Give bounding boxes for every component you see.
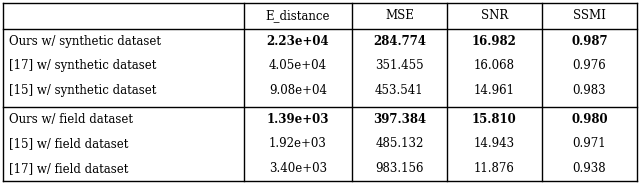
- Text: 16.982: 16.982: [472, 35, 517, 48]
- Text: 3.40e+03: 3.40e+03: [269, 162, 327, 175]
- Text: 0.976: 0.976: [573, 59, 606, 72]
- Text: 1.39e+03: 1.39e+03: [266, 113, 329, 126]
- Text: 0.971: 0.971: [573, 137, 606, 150]
- Text: [17] w/ synthetic dataset: [17] w/ synthetic dataset: [9, 59, 156, 72]
- Text: 14.961: 14.961: [474, 84, 515, 97]
- Text: [15] w/ field dataset: [15] w/ field dataset: [9, 137, 129, 150]
- Text: 397.384: 397.384: [373, 113, 426, 126]
- Text: 16.068: 16.068: [474, 59, 515, 72]
- Text: 453.541: 453.541: [375, 84, 424, 97]
- Text: SNR: SNR: [481, 9, 508, 22]
- Text: [15] w/ synthetic dataset: [15] w/ synthetic dataset: [9, 84, 156, 97]
- Text: 14.943: 14.943: [474, 137, 515, 150]
- Text: E_distance: E_distance: [266, 9, 330, 22]
- Text: Ours w/ synthetic dataset: Ours w/ synthetic dataset: [9, 35, 161, 48]
- Text: MSE: MSE: [385, 9, 414, 22]
- Text: Ours w/ field dataset: Ours w/ field dataset: [9, 113, 133, 126]
- Text: 983.156: 983.156: [375, 162, 424, 175]
- Text: 0.938: 0.938: [573, 162, 606, 175]
- Text: 1.92e+03: 1.92e+03: [269, 137, 326, 150]
- Text: 0.980: 0.980: [571, 113, 608, 126]
- Text: 9.08e+04: 9.08e+04: [269, 84, 327, 97]
- Text: 485.132: 485.132: [375, 137, 424, 150]
- Text: SSMI: SSMI: [573, 9, 606, 22]
- Text: 284.774: 284.774: [373, 35, 426, 48]
- Text: 0.987: 0.987: [571, 35, 608, 48]
- Text: 4.05e+04: 4.05e+04: [269, 59, 327, 72]
- Text: 15.810: 15.810: [472, 113, 517, 126]
- Text: [17] w/ field dataset: [17] w/ field dataset: [9, 162, 129, 175]
- Text: 0.983: 0.983: [573, 84, 606, 97]
- Text: 2.23e+04: 2.23e+04: [266, 35, 329, 48]
- Text: 11.876: 11.876: [474, 162, 515, 175]
- Text: 351.455: 351.455: [375, 59, 424, 72]
